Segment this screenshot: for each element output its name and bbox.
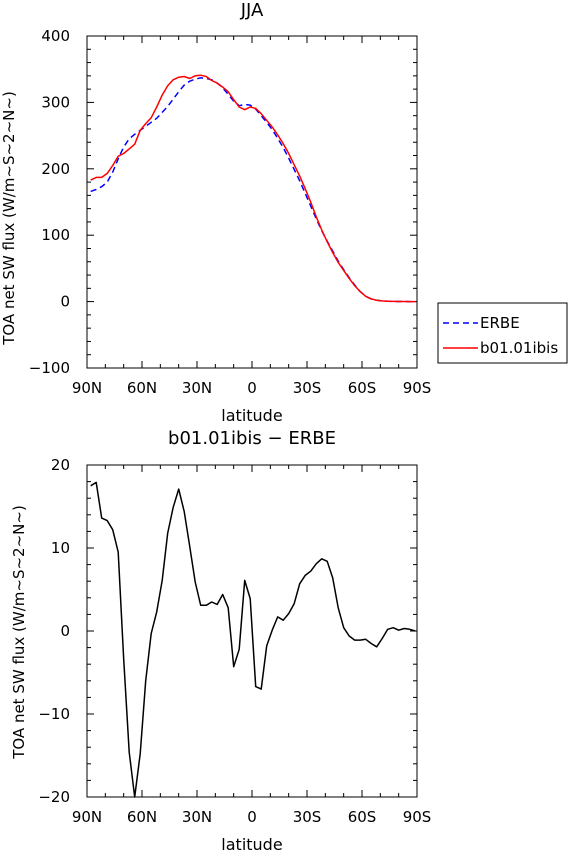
plot-frame [86, 35, 418, 369]
x-tick-label: 60S [348, 808, 377, 826]
legend-label-erbe: ERBE [480, 314, 520, 332]
x-tick-label: 90N [72, 808, 102, 826]
legend-label-b01: b01.01ibis [480, 339, 558, 357]
y-tick-label: 100 [41, 226, 70, 244]
x-tick-label: 0 [247, 379, 257, 397]
x-tick-label: 60S [348, 379, 377, 397]
legend: ERBE b01.01ibis [437, 302, 568, 364]
y-tick-label: −100 [29, 359, 70, 377]
x-tick-label: 90S [403, 379, 432, 397]
x-tick-label: 30N [182, 379, 212, 397]
x-tick-label: 30S [293, 808, 322, 826]
series-line-b01-01ibis [90, 74, 416, 303]
series-line-erbe [90, 77, 416, 303]
y-tick-label: −20 [38, 788, 70, 806]
y-tick-label: 400 [41, 27, 70, 45]
y-tick-label: 20 [51, 456, 70, 474]
y-tick-label: 0 [60, 293, 70, 311]
x-tick-label: 60N [127, 808, 157, 826]
chart-panel-top: JJA TOA net SW flux (W/m~S~2~N~) latitud… [0, 0, 568, 425]
chart-title-bottom: b01.01ibis − ERBE [168, 428, 336, 449]
y-tick-label: −10 [38, 705, 70, 723]
x-tick-label: 30S [293, 379, 322, 397]
x-tick-label: 90N [72, 379, 102, 397]
x-axis-label-bottom: latitude [221, 835, 282, 851]
x-tick-label: 60N [127, 379, 157, 397]
y-axis-label-bottom: TOA net SW flux (W/m~S~2~N~) [10, 505, 28, 760]
x-tick-label: 0 [247, 808, 257, 826]
y-axis-label-top: TOA net SW flux (W/m~S~2~N~) [0, 91, 18, 346]
x-tick-label: 30N [182, 808, 212, 826]
y-tick-label: 300 [41, 93, 70, 111]
chart-title-top: JJA [240, 0, 264, 21]
legend-box [437, 302, 568, 364]
x-axis-label-top: latitude [221, 406, 282, 425]
y-tick-label: 10 [51, 539, 70, 557]
series-line-difference [90, 481, 416, 798]
x-tick-label: 90S [403, 808, 432, 826]
y-tick-label: 200 [41, 160, 70, 178]
chart-panel-bottom: b01.01ibis − ERBE TOA net SW flux (W/m~S… [10, 428, 431, 851]
y-tick-label: 0 [60, 622, 70, 640]
